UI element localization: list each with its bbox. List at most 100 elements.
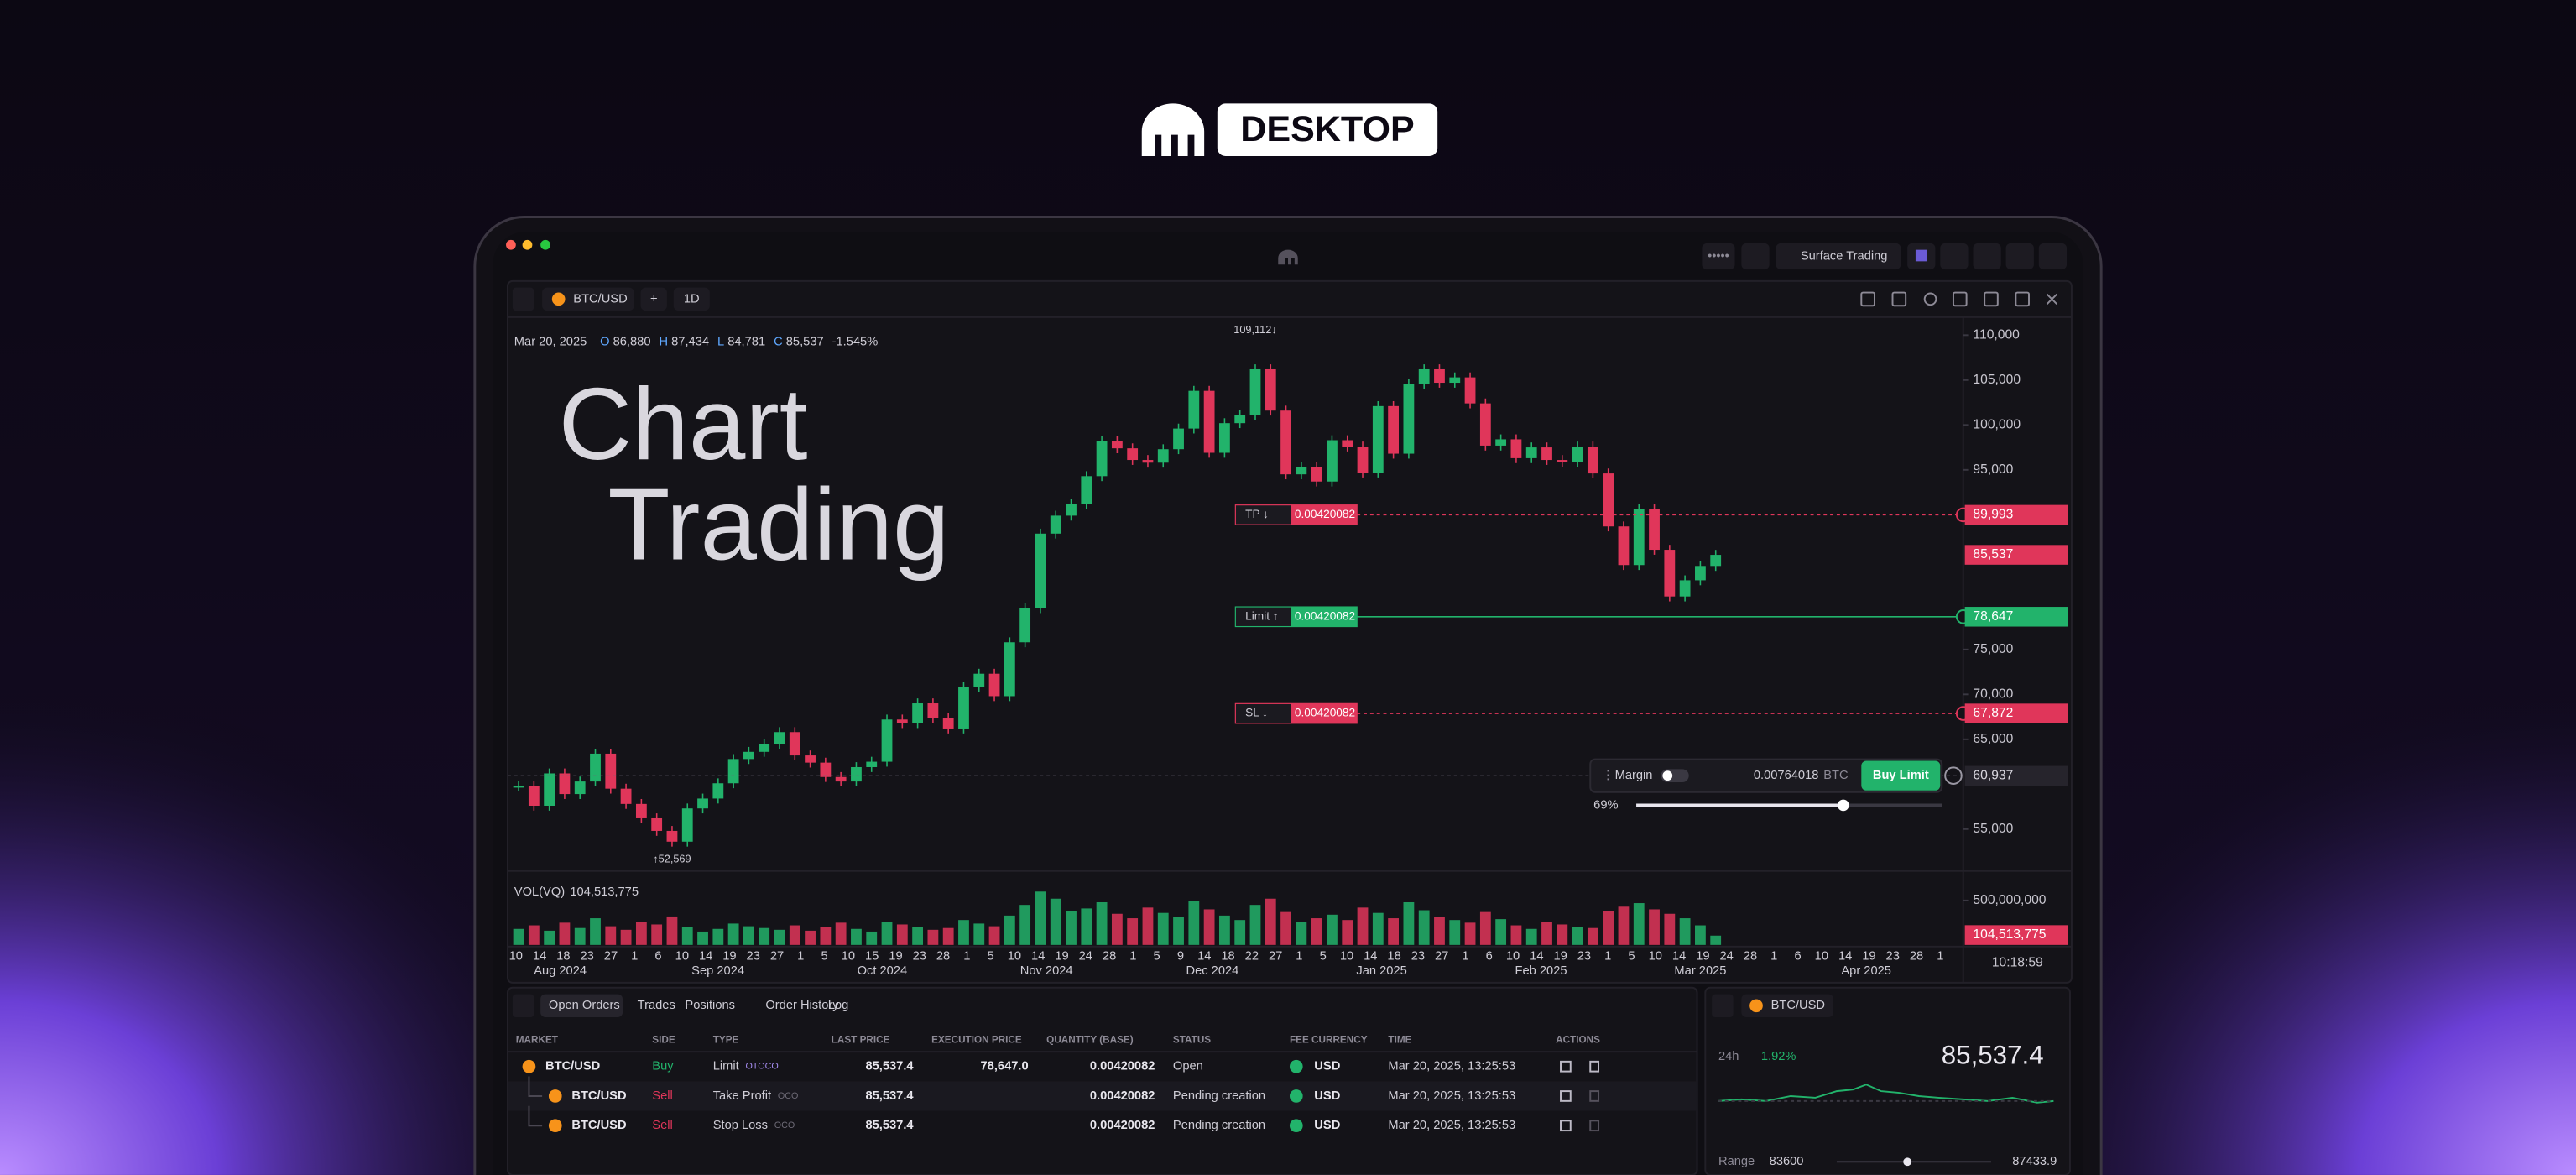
volume-bar [513, 928, 524, 945]
candle-body [620, 788, 632, 804]
x-day-label: 1 [797, 949, 804, 963]
x-day-label: 28 [1744, 949, 1757, 963]
x-day-label: 23 [913, 949, 926, 963]
candle-body [1649, 509, 1660, 551]
candle-body [1572, 446, 1583, 462]
tool-icon[interactable] [2015, 291, 2030, 307]
volume-bar [697, 931, 708, 945]
candle-body [1327, 440, 1338, 482]
volume-bar [820, 927, 832, 945]
volume-bar [1695, 925, 1706, 945]
volume-bar [1679, 918, 1691, 945]
window-dot [506, 239, 516, 250]
delete-action[interactable] [1589, 1090, 1600, 1102]
symbol-button[interactable] [542, 287, 634, 311]
delete-action[interactable] [1589, 1060, 1600, 1073]
x-month-label: Nov 2024 [1020, 964, 1073, 978]
volume-bar [1572, 927, 1583, 945]
collapse-button[interactable] [512, 287, 534, 311]
order-qty-box [1291, 703, 1358, 723]
tab[interactable]: Order History [765, 999, 839, 1012]
icon-button[interactable] [2005, 243, 2034, 270]
market: BTC/USD [545, 1060, 600, 1073]
x-month-label: Oct 2024 [858, 964, 908, 978]
volume-bar [743, 926, 754, 945]
volume-bar [712, 928, 724, 945]
symbol-button[interactable] [1741, 994, 1834, 1017]
tab[interactable]: Open Orders [549, 999, 620, 1012]
tool-icon[interactable] [1891, 291, 1907, 307]
volume-bar [1388, 918, 1400, 945]
candle-body [1035, 533, 1046, 608]
volume-current: 104,513,775 [570, 885, 639, 899]
price-tag-label: 85,537 [1973, 547, 2013, 561]
tab[interactable]: Trades [638, 999, 675, 1012]
menu-button[interactable] [1702, 243, 1735, 270]
collapse-button[interactable] [512, 994, 534, 1017]
tab[interactable]: Log [828, 999, 848, 1012]
x-day-label: 23 [1577, 949, 1591, 963]
icon-button[interactable] [2038, 243, 2068, 270]
icon-button[interactable] [1973, 243, 2001, 270]
volume-bar [1219, 915, 1230, 945]
edit-action[interactable] [1560, 1060, 1572, 1073]
symbol: BTC/USD [573, 292, 627, 306]
volume-bar [528, 925, 540, 945]
x-day-label: 1 [1770, 949, 1777, 963]
interval-button[interactable] [673, 287, 710, 311]
orders-panel [507, 986, 1698, 1175]
edit-action[interactable] [1560, 1120, 1572, 1132]
collapse-button[interactable] [1712, 994, 1734, 1017]
volume-bar [805, 930, 816, 945]
price-tag [1964, 504, 2069, 525]
x-month-label: Sep 2024 [691, 964, 744, 978]
candle-body [835, 776, 847, 782]
slider-thumb[interactable] [1837, 799, 1849, 812]
badge: OCO [774, 1120, 795, 1131]
candle-body [544, 773, 555, 806]
tab[interactable]: Positions [685, 999, 735, 1012]
candle-body [851, 766, 862, 782]
volume-bar [1127, 918, 1139, 945]
add: + [650, 292, 658, 306]
x-day-label: 1 [631, 949, 638, 963]
close-icon[interactable] [2046, 293, 2057, 305]
volume-bar [1050, 898, 1061, 945]
y-tick-label: 95,000 [1973, 462, 2013, 477]
icon-button[interactable] [1940, 243, 1969, 270]
tool-icon[interactable] [1984, 291, 1999, 307]
y-tick-label: 55,000 [1973, 822, 2013, 836]
x-day-label: 14 [1364, 949, 1377, 963]
tool-icon[interactable] [1952, 291, 1968, 307]
x-day-label: 14 [533, 949, 546, 963]
candle-body [789, 732, 800, 756]
candle-body [559, 773, 571, 795]
add-button[interactable] [640, 287, 667, 311]
surface-button[interactable] [1776, 243, 1901, 270]
edit-action[interactable] [1560, 1090, 1572, 1102]
quantity[interactable]: 0.00764018 [1754, 769, 1819, 782]
x-day-label: 19 [889, 949, 902, 963]
status: Pending creation [1173, 1089, 1265, 1103]
x-day-label: 19 [722, 949, 736, 963]
x-day-label: 10 [509, 949, 523, 963]
buy-limit-button[interactable] [1861, 760, 1941, 791]
x-day-label: 5 [988, 949, 994, 963]
tool-icon[interactable] [1860, 291, 1875, 307]
time: Mar 20, 2025, 13:25:53 [1388, 1119, 1515, 1132]
candle-body [1311, 467, 1322, 482]
candle-body [605, 753, 617, 789]
add-order[interactable] [1944, 766, 1963, 785]
badge: OCO [778, 1091, 799, 1101]
x-day-label: 10 [1340, 949, 1353, 963]
tab-active[interactable] [540, 994, 623, 1017]
candle-body [1019, 608, 1031, 643]
candle-body [973, 673, 985, 687]
icon: ••••• [1708, 249, 1729, 263]
delete-action[interactable] [1589, 1120, 1600, 1132]
tool-icon[interactable] [1923, 292, 1937, 306]
search-button[interactable] [1741, 243, 1770, 270]
volume-bar [559, 922, 571, 945]
vol-tick-label: 500,000,000 [1973, 893, 2046, 907]
candle-body [1372, 405, 1384, 473]
